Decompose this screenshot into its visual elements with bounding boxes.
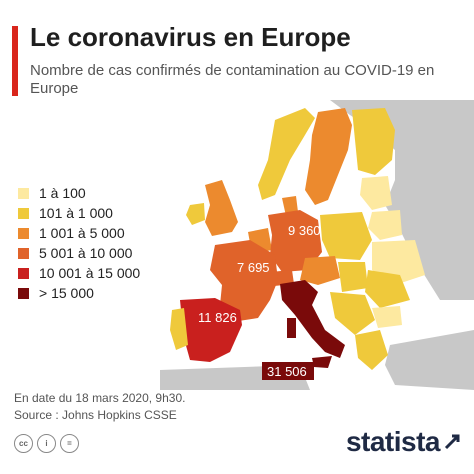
region-greece <box>355 330 388 370</box>
map-legend: 1 à 100 101 à 1 000 1 001 à 5 000 5 001 … <box>18 183 140 303</box>
legend-swatch <box>18 187 29 199</box>
region-finland <box>352 108 395 175</box>
region-sweden <box>305 108 352 205</box>
label-germany: 9 360 <box>288 223 321 238</box>
license-icons: cc i = <box>14 434 79 453</box>
legend-item: > 15 000 <box>18 283 140 303</box>
legend-item: 5 001 à 10 000 <box>18 243 140 263</box>
statista-logo[interactable]: statista <box>346 426 462 458</box>
source-note: Source : Johns Hopkins CSSE <box>14 408 177 422</box>
region-sardinia <box>287 318 296 338</box>
label-italy: 31 506 <box>267 364 307 379</box>
legend-label: 5 001 à 10 000 <box>39 245 133 261</box>
legend-label: 1 001 à 5 000 <box>39 225 125 241</box>
accent-bar <box>12 26 18 96</box>
legend-label: > 15 000 <box>39 285 94 301</box>
legend-label: 10 001 à 15 000 <box>39 265 141 281</box>
region-uk <box>205 180 238 236</box>
legend-item: 1 à 100 <box>18 183 140 203</box>
no-derivatives-icon[interactable]: = <box>60 434 79 453</box>
region-romania <box>365 270 410 308</box>
attribution-icon[interactable]: i <box>37 434 56 453</box>
region-sicily <box>312 356 332 368</box>
legend-swatch <box>18 267 29 279</box>
region-poland <box>320 212 372 260</box>
legend-swatch <box>18 287 29 299</box>
legend-item: 101 à 1 000 <box>18 203 140 223</box>
region-russia <box>330 100 474 300</box>
label-italy-box <box>262 362 314 380</box>
legend-label: 1 à 100 <box>39 185 86 201</box>
region-balkans <box>330 292 375 335</box>
page-subtitle: Nombre de cas confirmés de contamination… <box>30 62 435 97</box>
region-france <box>210 240 278 322</box>
legend-item: 1 001 à 5 000 <box>18 223 140 243</box>
legend-swatch <box>18 207 29 219</box>
region-bulgaria <box>372 306 402 328</box>
region-hungary <box>338 262 368 292</box>
region-czech-austria <box>300 256 340 285</box>
legend-swatch <box>18 227 29 239</box>
label-spain: 11 826 <box>198 310 237 325</box>
region-ireland <box>186 203 205 225</box>
legend-item: 10 001 à 15 000 <box>18 263 140 283</box>
region-italy <box>280 280 345 358</box>
region-baltics <box>360 176 392 210</box>
europe-map: 9 360 7 695 11 826 31 506 <box>160 100 474 390</box>
date-note: En date du 18 mars 2020, 9h30. <box>14 391 186 405</box>
creative-commons-icon[interactable]: cc <box>14 434 33 453</box>
statista-mark-icon <box>444 434 460 450</box>
label-france: 7 695 <box>237 260 270 275</box>
region-portugal <box>170 308 188 350</box>
footnote: En date du 18 mars 2020, 9h30. Source : … <box>14 390 185 424</box>
region-belarus <box>368 210 402 240</box>
page-title: Le coronavirus en Europe <box>30 22 351 52</box>
region-spain <box>180 298 242 362</box>
brand-name: statista <box>345 426 441 457</box>
region-turkey <box>385 330 474 390</box>
region-germany <box>268 210 322 272</box>
legend-label: 101 à 1 000 <box>39 205 113 221</box>
region-norway <box>258 108 315 200</box>
legend-swatch <box>18 247 29 259</box>
